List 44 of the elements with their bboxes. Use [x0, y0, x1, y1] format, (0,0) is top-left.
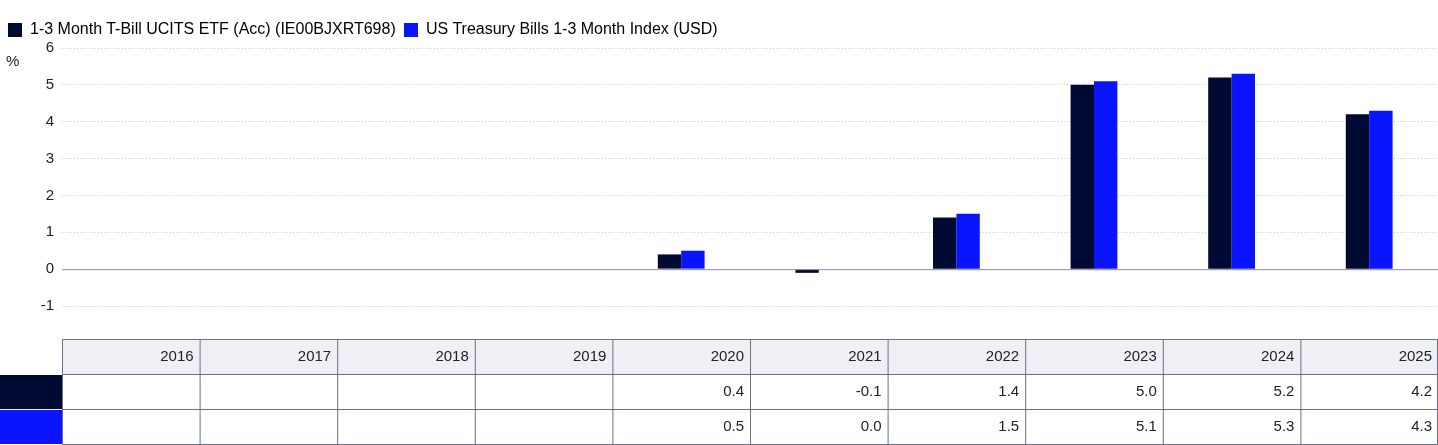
bar [956, 213, 980, 269]
x-tick-label: 2018 [435, 346, 469, 364]
bar [681, 250, 705, 269]
data-label: 5.3 [1273, 416, 1295, 434]
data-label: 0.4 [723, 381, 744, 399]
data-label: 1.5 [998, 416, 1020, 434]
y-tick-label: -1 [40, 296, 54, 314]
data-label: 0.5 [723, 416, 744, 434]
bar [1208, 77, 1232, 269]
x-tick-label: 2025 [1398, 346, 1432, 364]
bar [1345, 114, 1370, 269]
y-tick-label: 6 [45, 38, 54, 56]
y-tick-label: 2 [45, 185, 54, 203]
legend-label: 1-3 Month T-Bill UCITS ETF (Acc) (IE00BJXRT698) [30, 20, 396, 38]
x-tick-label: 2019 [573, 346, 607, 364]
bar [933, 217, 957, 269]
data-label: 5.1 [1135, 416, 1157, 434]
data-label: 5.2 [1273, 381, 1295, 399]
bar [795, 269, 819, 273]
data-label: 4.2 [1411, 381, 1432, 399]
y-tick-label: 5 [45, 75, 54, 92]
x-tick-label: 2020 [710, 346, 744, 364]
x-tick-label: 2021 [848, 346, 882, 364]
x-tick-label: 2022 [985, 346, 1020, 364]
bar [1369, 110, 1393, 269]
y-tick-label: 0 [45, 259, 54, 277]
x-tick-label: 2017 [297, 346, 332, 364]
y-axis-title: % [6, 52, 20, 70]
data-label: -0.1 [855, 381, 882, 399]
y-tick-label: 4 [45, 111, 54, 129]
x-tick-label: 2016 [160, 346, 194, 364]
x-tick-label: 2023 [1123, 346, 1157, 364]
x-tick-label: 2024 [1261, 346, 1295, 364]
y-tick-label: 1 [45, 222, 54, 240]
legend-label: US Treasury Bills 1-3 Month Index (USD) [426, 20, 718, 38]
bar [657, 254, 682, 269]
y-tick-label: 3 [45, 148, 54, 166]
data-label: 5.0 [1135, 381, 1157, 399]
data-label: 4.3 [1411, 416, 1432, 434]
data-label: 1.4 [998, 381, 1020, 399]
bar [1094, 81, 1118, 269]
data-label: 0.0 [860, 416, 882, 434]
bar [1070, 84, 1094, 269]
bar [1231, 73, 1255, 269]
